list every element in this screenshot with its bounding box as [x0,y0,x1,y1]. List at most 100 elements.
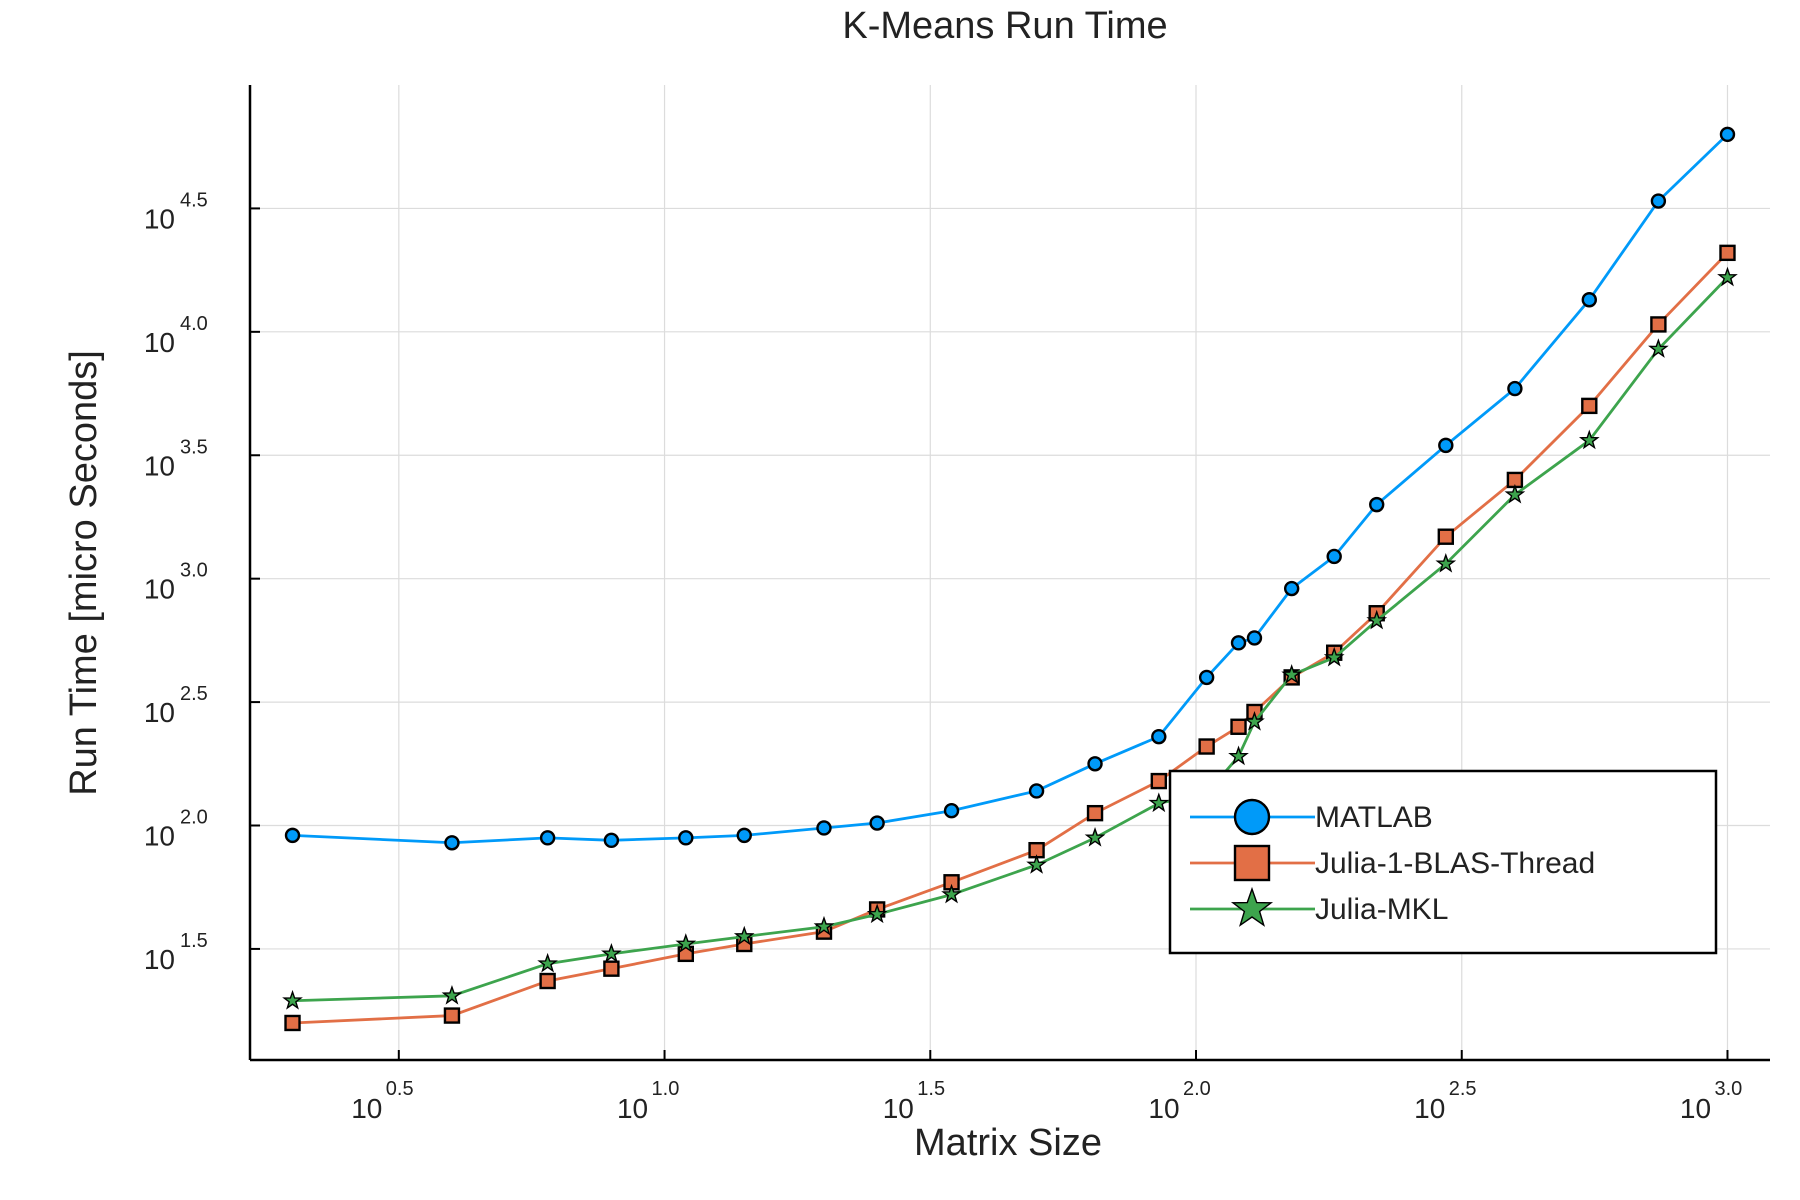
data-point [1648,338,1669,358]
x-tick-base: 10 [1414,1093,1445,1124]
data-point [813,915,835,936]
x-tick-exponent: 1.0 [652,1078,680,1100]
data-point [1581,397,1598,415]
x-tick-exponent: 3.0 [1714,1078,1742,1100]
y-tick-exponent: 2.0 [180,807,208,829]
y-tick-base: 10 [144,450,175,481]
data-point [539,830,556,846]
x-tick-label: 101.5 [883,1078,945,1124]
data-point [1323,646,1345,667]
data-point [1650,316,1667,333]
x-tick-exponent: 1.5 [917,1078,945,1100]
x-tick-label: 100.5 [351,1078,413,1124]
data-point [537,952,558,973]
data-point [1086,804,1104,822]
data-point [441,984,463,1005]
y-tick-base: 10 [144,203,175,234]
data-point [1087,756,1103,772]
data-point [1435,552,1457,573]
data-point [941,883,962,904]
x-axis-label: Matrix Size [914,1122,1102,1164]
data-point [1581,292,1598,308]
legend-entry: MATLAB [1190,798,1433,836]
y-tick-base: 10 [144,944,175,975]
y-tick-base: 10 [144,574,175,605]
y-tick-label: 101.5 [144,930,208,975]
x-tick-label: 102.5 [1414,1078,1476,1124]
x-tick-base: 10 [351,1093,382,1124]
data-point [1507,380,1523,397]
y-tick-label: 103.5 [144,436,208,481]
legend-label: MATLAB [1315,801,1433,834]
legend-label: Julia-1-BLAS-Thread [1315,847,1595,880]
y-tick-exponent: 3.0 [180,560,208,582]
legend-marker [1233,844,1271,882]
data-point [1578,429,1600,450]
data-point [1230,718,1247,735]
legend-marker [1230,886,1274,927]
data-point [1230,635,1247,651]
data-point [1719,126,1736,143]
y-tick-label: 104.5 [144,189,208,234]
data-point [1717,266,1738,287]
data-point [603,960,620,977]
legend-entry: Julia-1-BLAS-Thread [1190,844,1595,882]
data-point [736,827,752,844]
data-point [1028,783,1045,799]
chart-title: K-Means Run Time [842,5,1167,47]
x-tick-exponent: 2.5 [1449,1078,1477,1100]
data-point [1437,528,1455,545]
data-point [1283,580,1300,597]
y-axis-label: Run Time [micro Seconds] [63,350,105,796]
data-point [603,832,620,849]
data-point [1438,437,1454,454]
data-point [1084,826,1106,847]
data-point [678,830,694,846]
data-point [1719,244,1736,262]
data-point [1244,710,1265,731]
axes [248,85,1770,1062]
y-tick-label: 103.0 [144,560,208,605]
series-line [292,133,1729,845]
data-point [1246,630,1263,646]
data-point [1198,738,1215,755]
data-point [282,989,303,1010]
data-point [866,903,888,924]
legend-marker [1233,798,1271,836]
data-point [1148,792,1170,813]
x-tick-base: 10 [1148,1093,1179,1124]
x-tick-exponent: 0.5 [386,1078,414,1100]
x-tick-label: 101.0 [617,1078,679,1124]
data-point [1504,483,1526,504]
y-tick-exponent: 4.5 [180,189,208,211]
series-matlab [284,126,1736,851]
data-point [1228,745,1249,766]
data-point [284,1014,301,1032]
data-point [733,925,755,946]
legend: MATLAB Julia-1-BLAS-Thread Julia-MKL [1168,769,1718,955]
data-point [1281,664,1303,684]
data-point [675,933,697,953]
data-point [601,942,622,963]
data-point [284,827,301,844]
legend-label: Julia-MKL [1315,893,1448,926]
x-tick-base: 10 [1680,1093,1711,1124]
data-point [816,820,832,836]
data-point [1366,609,1388,630]
data-point [443,1007,461,1024]
y-tick-label: 102.5 [144,683,208,728]
data-point [539,972,556,990]
data-point [444,835,460,851]
y-tick-exponent: 2.5 [180,683,208,705]
x-tick-label: 103.0 [1680,1078,1742,1124]
data-point [1150,772,1168,790]
data-point [869,815,885,831]
x-tick-base: 10 [883,1093,914,1124]
legend-items: MATLAB Julia-1-BLAS-Thread Julia-MKL [1190,798,1595,927]
x-tick-base: 10 [617,1093,648,1124]
series-julia-mkl [282,266,1738,1010]
legend-entry: Julia-MKL [1190,886,1448,927]
